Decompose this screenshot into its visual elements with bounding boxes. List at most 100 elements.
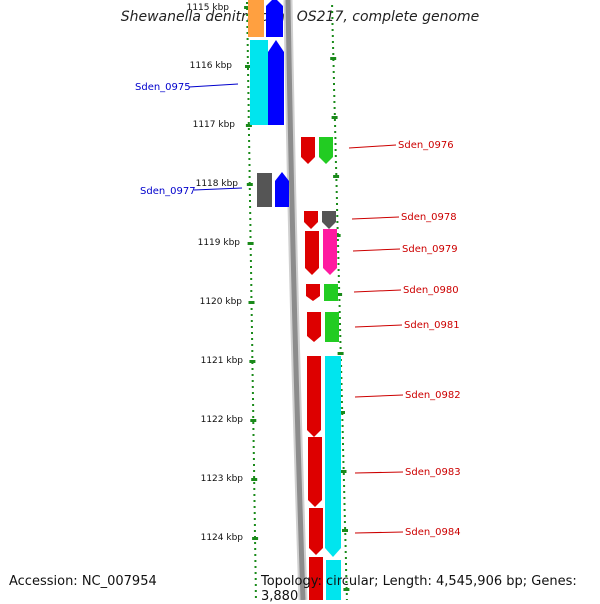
ruler-dot-right xyxy=(332,47,335,49)
ruler-dot xyxy=(254,596,257,598)
gene-block-red-bottom[interactable] xyxy=(309,557,323,600)
gene-sden-0975[interactable] xyxy=(268,40,284,125)
ruler-dot xyxy=(251,368,254,370)
ruler-dot xyxy=(250,272,253,274)
ruler-major-tick xyxy=(244,6,251,9)
gene-sden-0981[interactable] xyxy=(307,312,321,342)
gene-label-sden-0976[interactable]: Sden_0976 xyxy=(398,140,454,151)
gene-sden-0981-part[interactable] xyxy=(325,312,339,342)
gene-sden-0984[interactable] xyxy=(309,508,323,555)
ruler-dot xyxy=(250,320,253,322)
gene-sden-0982[interactable] xyxy=(307,356,321,437)
ruler-dot xyxy=(251,374,254,376)
ruler-dot-right xyxy=(335,185,338,187)
ruler-dot-right xyxy=(343,491,346,493)
ruler-dot xyxy=(252,434,255,436)
ruler-dot-right xyxy=(336,215,339,217)
ruler-dot-right xyxy=(333,89,336,91)
ruler-major-tick-right xyxy=(331,116,338,119)
ruler-dot-right xyxy=(337,245,340,247)
ruler-track xyxy=(244,2,259,598)
ruler-label: 1116 kbp xyxy=(190,61,233,71)
gene-sden-0976-part[interactable] xyxy=(319,137,333,164)
ruler-dot-right xyxy=(332,71,335,73)
gene-block-orange[interactable] xyxy=(248,0,264,37)
gene-label-sden-0979[interactable]: Sden_0979 xyxy=(402,244,458,255)
ruler-dot xyxy=(253,464,255,466)
gene-label-sden-0980[interactable]: Sden_0980 xyxy=(403,285,459,296)
ruler-major-tick xyxy=(249,360,256,363)
ruler-dot xyxy=(254,590,257,592)
gene-sden-0983[interactable] xyxy=(308,437,322,507)
ruler-dot-right xyxy=(333,83,335,85)
gene-sden-0978-part[interactable] xyxy=(322,211,336,229)
ruler-dot-right xyxy=(344,533,347,535)
leader-line-sden-0980 xyxy=(353,289,402,293)
gene-sden-0979[interactable] xyxy=(305,231,319,275)
ruler-major-tick xyxy=(252,537,259,540)
leader-line-sden-0977 xyxy=(193,187,243,191)
ruler-dot-right xyxy=(341,419,344,421)
ruler-dot-right xyxy=(341,425,344,427)
ruler-dot xyxy=(249,230,252,232)
ruler-dot xyxy=(252,416,255,418)
ruler-dot xyxy=(254,542,257,544)
ruler-dot-right xyxy=(342,449,345,451)
ruler-dot xyxy=(252,428,255,430)
gene-label-sden-0984[interactable]: Sden_0984 xyxy=(405,527,461,538)
ruler-dot-right xyxy=(341,407,344,409)
gene-sden-0976[interactable] xyxy=(301,137,315,164)
gene-block-cyan-bottom[interactable] xyxy=(326,560,341,600)
ruler-dot xyxy=(253,512,256,514)
ruler-dot xyxy=(248,152,251,154)
ruler-major-tick-right xyxy=(336,293,343,296)
ruler-dot xyxy=(251,338,254,340)
ruler-dot xyxy=(252,446,255,448)
ruler-dot-right xyxy=(336,221,339,223)
ruler-dot xyxy=(253,500,256,502)
ruler-dot xyxy=(254,560,257,562)
gene-label-sden-0978[interactable]: Sden_0978 xyxy=(401,212,457,223)
ruler-dot xyxy=(251,392,254,394)
ruler-dot-right xyxy=(335,179,338,181)
gene-sden-0978[interactable] xyxy=(304,211,318,229)
gene-sden-0977[interactable] xyxy=(275,172,289,207)
ruler-dot-right xyxy=(338,317,341,319)
ruler-dot xyxy=(248,194,251,196)
gene-label-sden-0977[interactable]: Sden_0977 xyxy=(140,186,196,197)
ruler-dot-right xyxy=(340,395,343,397)
leader-line-sden-0979 xyxy=(352,248,401,252)
ruler-dot xyxy=(247,80,250,82)
ruler-dot-right xyxy=(334,137,337,139)
gene-sden-0975-part[interactable] xyxy=(250,40,268,125)
ruler-dot-right xyxy=(345,563,347,565)
gene-sden-0979-part[interactable] xyxy=(323,229,337,275)
gene-sden-0980[interactable] xyxy=(306,284,320,301)
ruler-dot xyxy=(247,128,250,130)
ruler-dot xyxy=(249,224,252,226)
gene-block-blue-top[interactable] xyxy=(266,0,283,37)
ruler-major-tick-right xyxy=(334,234,341,237)
ruler-dot-right xyxy=(343,503,346,505)
gene-sden-0980-part[interactable] xyxy=(324,284,338,301)
ruler-dot xyxy=(253,488,256,490)
ruler-major-tick-right xyxy=(339,411,345,414)
ruler-dot xyxy=(254,578,257,580)
ruler-dot xyxy=(246,38,249,40)
left-strand-genes xyxy=(248,0,289,207)
gene-label-sden-0983[interactable]: Sden_0983 xyxy=(405,467,461,478)
ruler-dot-right xyxy=(332,77,335,79)
gene-block-cyan-long[interactable] xyxy=(325,356,341,557)
ruler-dot xyxy=(248,158,251,160)
gene-label-sden-0975[interactable]: Sden_0975 xyxy=(135,82,191,93)
ruler-dot xyxy=(251,332,253,334)
ruler-dot xyxy=(254,566,257,568)
ruler-dot-right xyxy=(340,383,343,385)
ruler-dot-right xyxy=(334,161,337,163)
ruler-dot xyxy=(250,290,253,292)
gene-sden-0977-part[interactable] xyxy=(257,173,272,207)
gene-label-sden-0981[interactable]: Sden_0981 xyxy=(404,320,460,331)
ruler-dot-right xyxy=(333,101,336,103)
ruler-dot-right xyxy=(337,263,340,265)
gene-label-sden-0982[interactable]: Sden_0982 xyxy=(405,390,461,401)
